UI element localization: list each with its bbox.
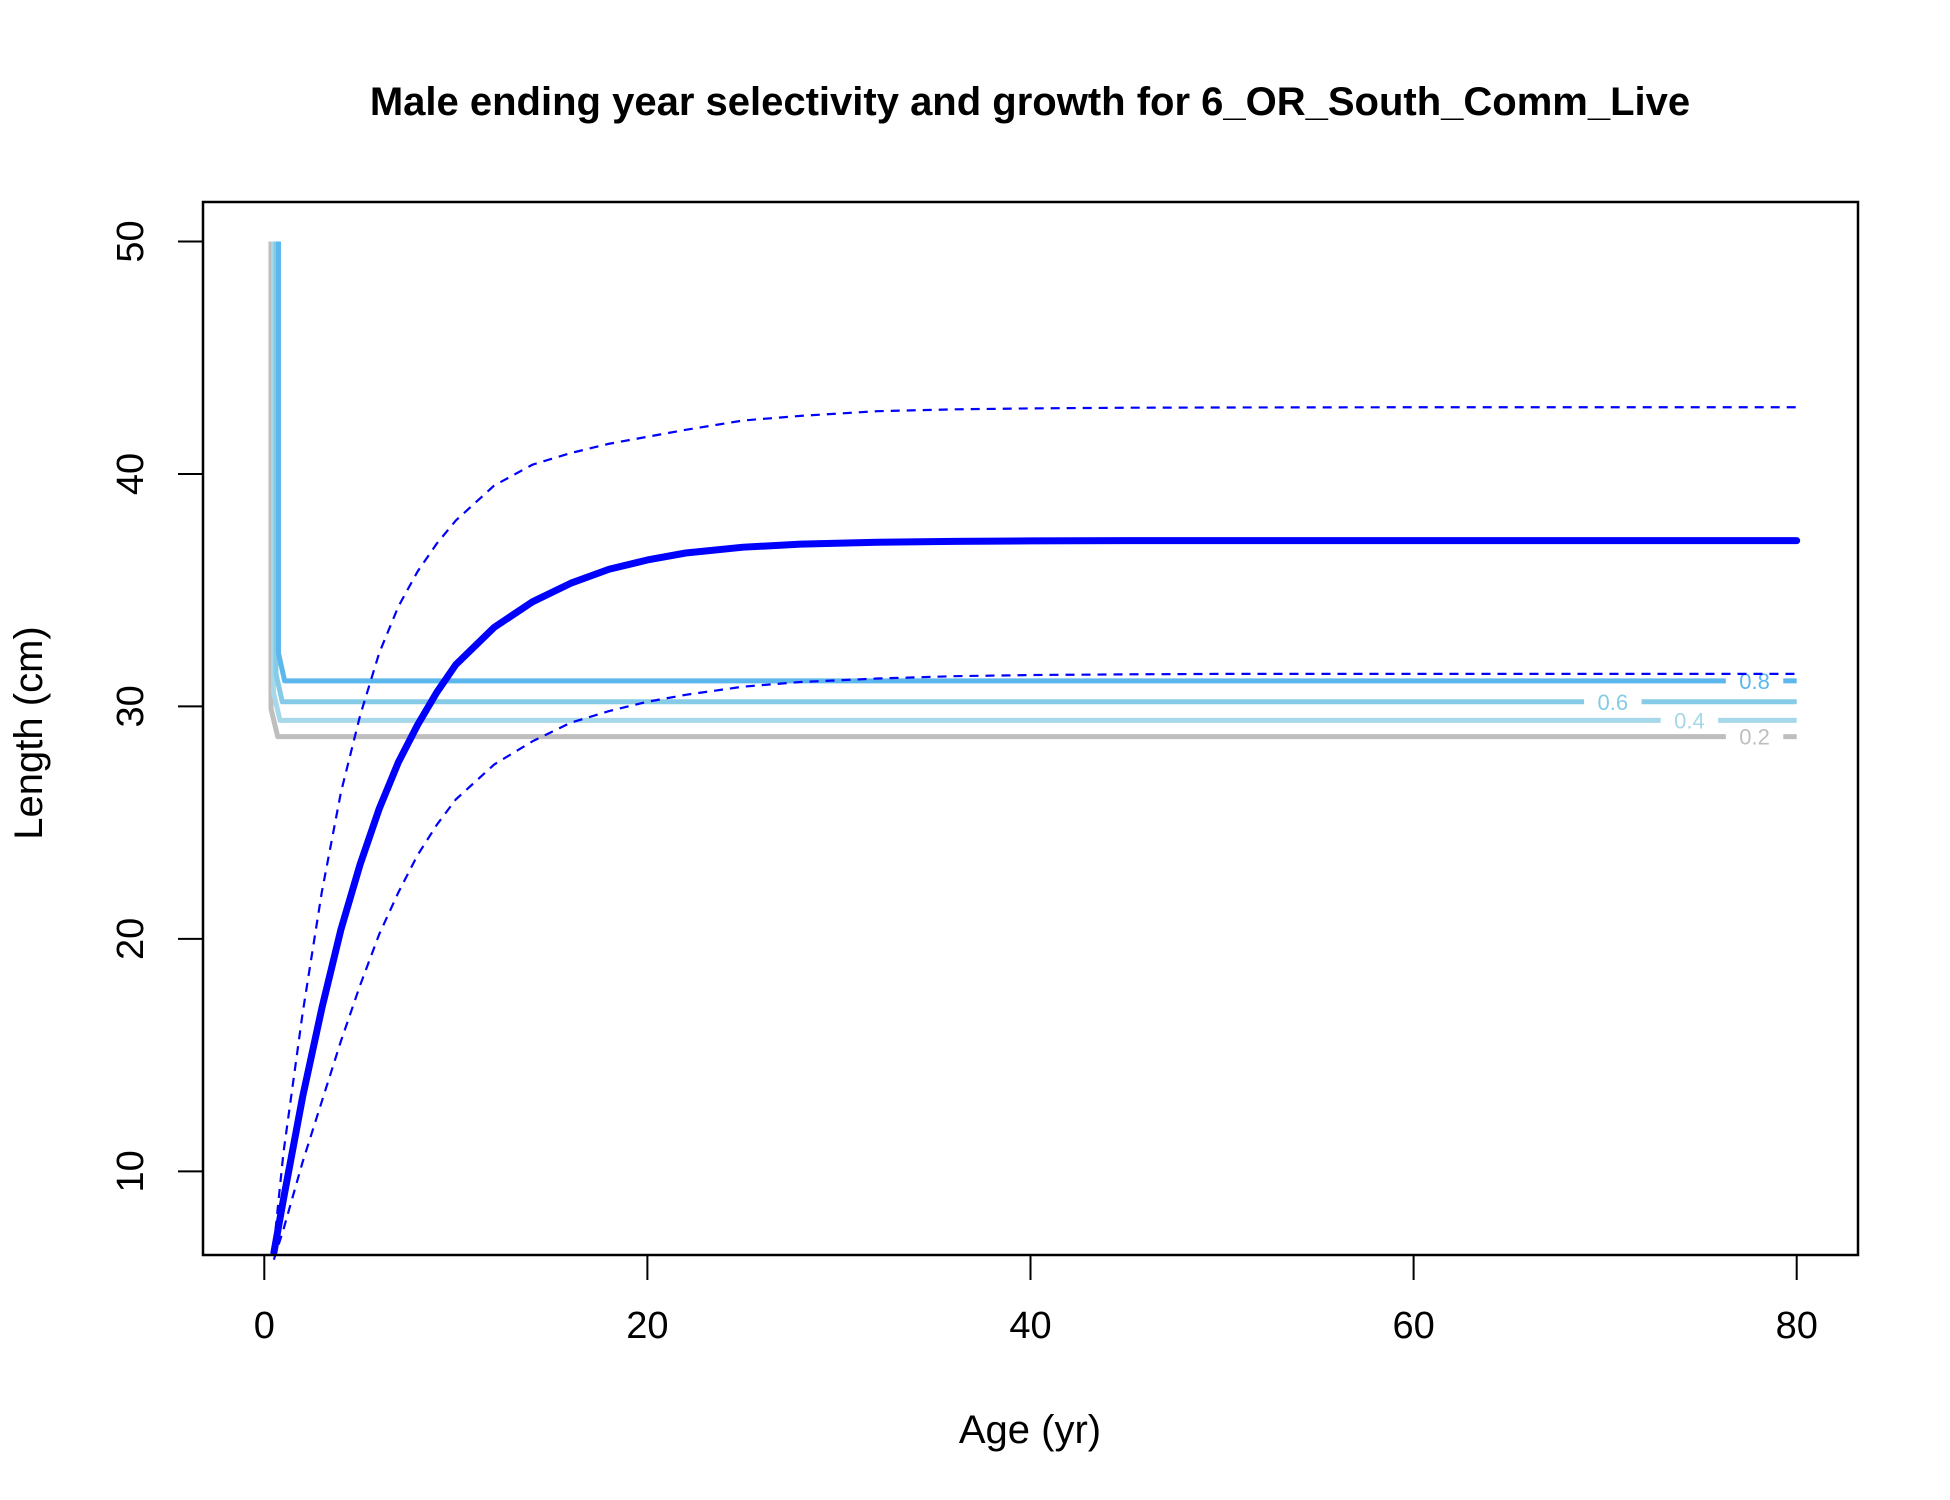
x-tick-label: 80 [1776, 1305, 1818, 1347]
plot-frame [201, 200, 1860, 1257]
y-tick-label: 50 [110, 220, 152, 262]
growth-mean-curve [270, 537, 1801, 1257]
y-tick-label: 20 [110, 918, 152, 960]
y-axis-label: Length (cm) [7, 626, 51, 839]
selectivity-contour-0-6 [273, 241, 1585, 705]
contour-label-0-4: 0.4 [1674, 708, 1705, 733]
x-tick-label: 60 [1392, 1305, 1434, 1347]
contour-label-0-6: 0.6 [1598, 690, 1629, 715]
x-axis-label: Age (yr) [959, 1408, 1101, 1452]
growth-upper-interval [272, 406, 1797, 1246]
plot-area: 0.2 0.4 0.6 0.8 [268, 241, 1801, 1260]
x-tick-label: 20 [626, 1305, 668, 1347]
growth-lower-interval [272, 672, 1797, 1260]
x-tick-label: 40 [1009, 1305, 1051, 1347]
chart-title: Male ending year selectivity and growth … [370, 80, 1690, 124]
y-tick-label: 10 [110, 1150, 152, 1192]
x-tick-label: 0 [254, 1305, 275, 1347]
axes: 0 20 40 60 80 10 20 30 40 50 [110, 220, 1818, 1347]
selectivity-contour-0-8 [275, 241, 1726, 684]
contour-label-0-8: 0.8 [1739, 669, 1770, 694]
contour-label-0-2: 0.2 [1739, 725, 1770, 750]
y-tick-label: 40 [110, 453, 152, 495]
selectivity-contour-0-4 [270, 241, 1661, 723]
y-tick-label: 30 [110, 685, 152, 727]
